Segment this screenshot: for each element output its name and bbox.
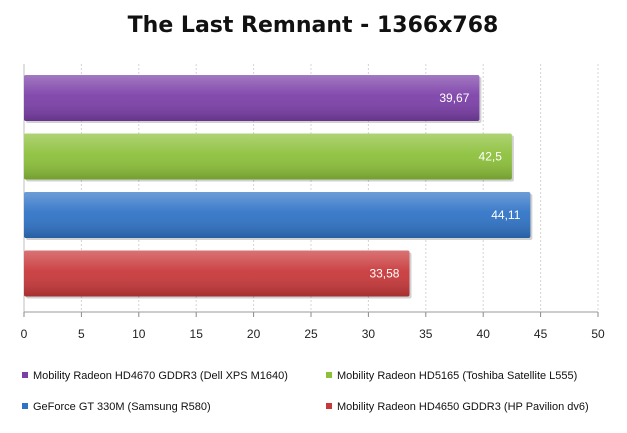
legend-label: Mobility Radeon HD5165 (Toshiba Satellit…	[337, 370, 577, 382]
bar-value-label: 39,67	[439, 91, 469, 105]
x-tick-label: 30	[362, 327, 376, 341]
bar-highlight	[24, 133, 512, 180]
legend: Mobility Radeon HD4670 GDDR3 (Dell XPS M…	[22, 370, 589, 413]
x-tick-label: 40	[477, 327, 491, 341]
x-tick-label: 35	[419, 327, 433, 341]
bar-value-label: 44,11	[491, 208, 520, 222]
x-axis: 0 5 10 15 20 25 30 35 40 45 50	[21, 311, 605, 341]
legend-label: GeForce GT 330M (Samsung R580)	[33, 401, 211, 413]
chart-title: The Last Remnant - 1366x768	[128, 13, 499, 38]
bars: 39,67 42,5 44,11 33,58	[24, 75, 533, 299]
x-tick-label: 45	[534, 327, 548, 341]
legend-swatch	[22, 403, 28, 409]
bar-value-label: 42,5	[479, 150, 503, 164]
x-tick-label: 25	[304, 327, 318, 341]
x-tick-label: 15	[190, 327, 204, 341]
x-tick-label: 20	[247, 327, 261, 341]
legend-swatch	[326, 372, 332, 378]
legend-swatch	[326, 403, 332, 409]
legend-label: Mobility Radeon HD4670 GDDR3 (Dell XPS M…	[33, 370, 288, 382]
bar-highlight	[24, 192, 531, 238]
x-tick-label: 50	[591, 327, 605, 341]
legend-label: Mobility Radeon HD4650 GDDR3 (HP Pavilio…	[337, 401, 589, 413]
x-tick-label: 5	[78, 327, 85, 341]
bar-highlight	[24, 250, 410, 297]
legend-swatch	[22, 372, 28, 378]
bar-value-label: 33,58	[369, 267, 399, 281]
x-tick-label: 10	[132, 327, 146, 341]
x-tick-label: 0	[21, 327, 28, 341]
bar-highlight	[24, 75, 480, 121]
